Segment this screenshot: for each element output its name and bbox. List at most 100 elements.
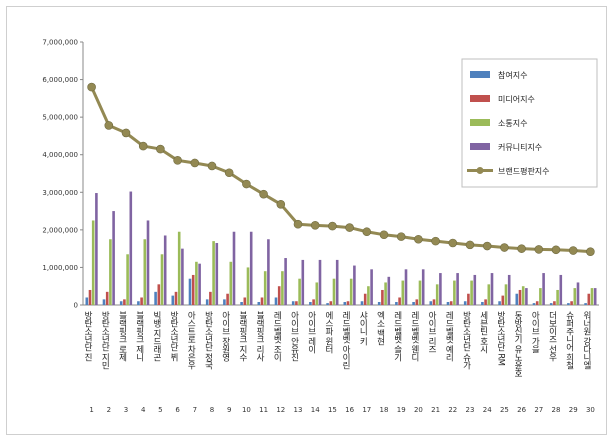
- bar-4-4: [146, 220, 150, 305]
- bar-1-9: [223, 299, 226, 305]
- bar-2-7: [191, 274, 195, 305]
- category-number-6: 6: [175, 406, 180, 414]
- bar-3-9: [229, 261, 233, 305]
- bar-3-11: [263, 271, 267, 305]
- bar-3-7: [195, 261, 198, 305]
- category-number-14: 14: [311, 406, 320, 414]
- bar-2-14: [312, 299, 315, 305]
- category-number-10: 10: [242, 406, 251, 414]
- bar-1-18: [377, 301, 381, 305]
- category-number-28: 28: [552, 406, 561, 414]
- category-label-25: 방탄소년단 RM: [495, 310, 505, 365]
- category-number-18: 18: [380, 406, 389, 414]
- bar-2-21: [432, 299, 436, 305]
- bar-3-17: [367, 286, 370, 305]
- bar-4-8: [215, 243, 219, 305]
- bar-4-10: [249, 231, 253, 305]
- bar-4-1: [95, 193, 98, 305]
- bar-2-29: [570, 301, 573, 305]
- y-tick-label: 5,000,000: [42, 114, 78, 122]
- bar-2-18: [381, 289, 384, 305]
- bar-1-30: [584, 303, 587, 305]
- bars-layer: [85, 191, 597, 305]
- y-tick-label: 3,000,000: [42, 189, 78, 197]
- bar-2-25: [501, 295, 505, 305]
- bar-4-24: [490, 273, 494, 305]
- bar-1-16: [343, 301, 347, 305]
- bar-1-25: [498, 301, 501, 305]
- bar-1-21: [429, 301, 433, 305]
- category-label-1: 방탄소년단 진: [83, 310, 93, 361]
- bar-4-30: [593, 288, 597, 305]
- bar-1-8: [205, 299, 209, 305]
- bar-1-27: [532, 303, 536, 305]
- category-number-9: 9: [227, 406, 231, 414]
- bar-3-26: [521, 286, 525, 305]
- bar-2-2: [105, 291, 109, 305]
- axes-layer: 0 1,000,000 2,000,000 3,000,000 4,000,000 5,0…: [42, 39, 599, 310]
- bar-1-4: [137, 301, 140, 305]
- reputation-point-2: [104, 121, 114, 130]
- bar-1-2: [102, 299, 106, 305]
- category-number-15: 15: [328, 406, 337, 414]
- bar-2-30: [587, 293, 591, 305]
- reputation-point-4: [138, 141, 148, 151]
- bar-1-5: [154, 291, 157, 305]
- bar-4-29: [576, 282, 580, 305]
- line-layer: [87, 82, 595, 256]
- bar-3-20: [418, 280, 422, 305]
- chart-svg: 0 1,000,000 2,000,000 3,000,000 4,000,000 5,0…: [42, 39, 599, 414]
- category-label-17: 샤이니 키: [358, 310, 368, 346]
- category-label-30: 워너원 강다니엘: [581, 311, 591, 370]
- bar-4-7: [198, 263, 201, 305]
- category-number-13: 13: [294, 406, 303, 414]
- bar-4-6: [181, 248, 184, 305]
- reputation-point-9: [224, 168, 234, 178]
- bar-4-20: [421, 269, 425, 305]
- bar-2-16: [346, 301, 350, 305]
- category-label-23: 방탄소년단 슈가: [461, 310, 471, 370]
- bar-2-8: [209, 291, 212, 305]
- bar-2-10: [243, 297, 247, 305]
- bar-3-14: [315, 282, 319, 305]
- category-number-8: 8: [210, 406, 214, 414]
- reputation-point-3: [121, 128, 131, 138]
- legend-swatch-2: [470, 95, 490, 102]
- reputation-point-27: [534, 245, 544, 254]
- reputation-point-1: [87, 82, 96, 92]
- category-label-10: 블랙핑크 지수: [237, 310, 247, 362]
- bar-2-20: [415, 299, 419, 305]
- category-label-28: 더보이즈 선우: [547, 311, 557, 363]
- category-label-27: 아이브 가을: [530, 310, 540, 353]
- reputation-point-8: [207, 161, 217, 171]
- category-label-22: 레드벨벳 예리: [444, 311, 454, 363]
- bar-2-1: [88, 289, 92, 305]
- category-label-15: 에스파 윈터: [323, 311, 333, 355]
- bar-1-13: [291, 301, 295, 305]
- bar-1-19: [395, 301, 398, 305]
- category-label-5: 빅뱅 지드래곤: [151, 311, 161, 362]
- category-label-19: 레드벨벳 슬기: [392, 311, 402, 363]
- legend-label-3: 소통지수: [498, 119, 527, 128]
- bar-2-11: [260, 297, 264, 305]
- bar-2-28: [553, 301, 556, 305]
- bar-1-23: [463, 301, 467, 305]
- bar-4-28: [559, 274, 563, 305]
- category-label-29: 슈퍼주니어 희철: [564, 311, 574, 370]
- bar-1-17: [360, 301, 364, 305]
- category-number-7: 7: [193, 406, 197, 414]
- reputation-point-21: [431, 236, 440, 246]
- legend-swatch-4: [470, 143, 490, 150]
- category-number-25: 25: [500, 406, 509, 414]
- category-label-18: 엑소 백현: [375, 310, 385, 345]
- category-number-11: 11: [259, 406, 268, 414]
- bar-4-27: [542, 273, 545, 305]
- category-label-8: 방탄소년단 정국: [203, 310, 213, 370]
- category-label-26: 동방신기 유노윤호: [513, 311, 523, 377]
- reputation-point-16: [345, 223, 354, 232]
- bar-4-18: [387, 276, 391, 305]
- bar-2-26: [518, 289, 522, 305]
- bar-4-26: [525, 288, 528, 305]
- bar-3-4: [143, 239, 147, 305]
- reputation-point-14: [310, 221, 320, 230]
